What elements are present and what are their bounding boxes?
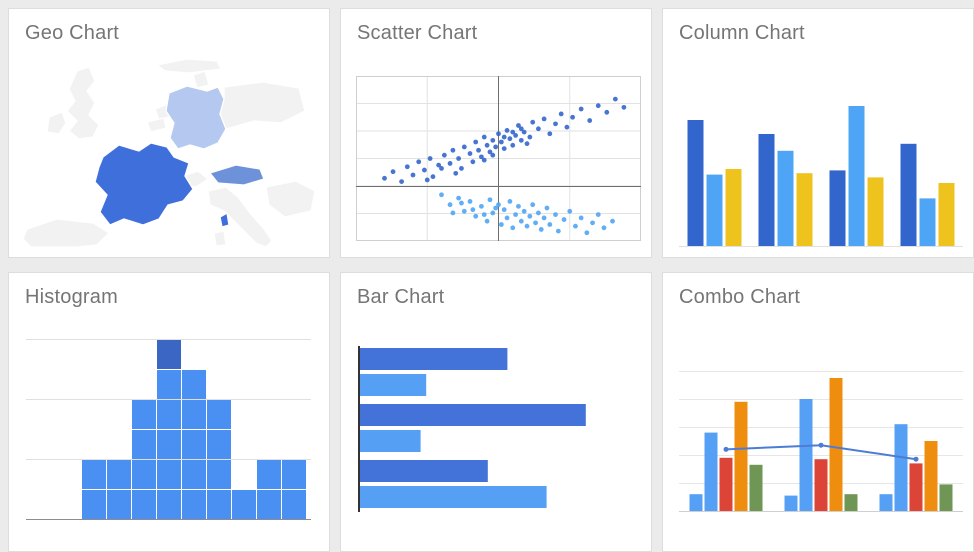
country-sardinia[interactable] <box>213 230 227 247</box>
country-corsica[interactable] <box>219 212 230 228</box>
card-geo-chart[interactable]: Geo Chart <box>8 8 330 258</box>
histogram-chart[interactable] <box>26 319 311 524</box>
card-title-scatter: Scatter Chart <box>357 22 478 44</box>
column-chart[interactable] <box>679 100 963 250</box>
country-austria[interactable] <box>209 164 265 186</box>
country-belgium[interactable] <box>146 117 167 133</box>
card-histogram-chart[interactable]: Histogram <box>8 272 330 552</box>
country-italy[interactable] <box>207 186 273 247</box>
scatter-chart[interactable] <box>356 76 641 241</box>
combo-chart[interactable] <box>679 351 963 515</box>
country-balkans[interactable] <box>265 180 316 218</box>
country-france[interactable] <box>94 142 194 226</box>
country-ireland[interactable] <box>46 111 67 135</box>
country-uk[interactable] <box>66 66 100 140</box>
card-scatter-chart[interactable]: Scatter Chart <box>340 8 652 258</box>
card-title-histogram: Histogram <box>25 286 118 308</box>
card-title-column: Column Chart <box>679 22 805 44</box>
country-germany[interactable] <box>165 85 227 150</box>
country-denmark[interactable] <box>192 70 210 89</box>
country-norway[interactable] <box>156 59 222 74</box>
card-combo-chart[interactable]: Combo Chart <box>662 272 974 552</box>
card-title-geo: Geo Chart <box>25 22 120 44</box>
bar-chart[interactable] <box>357 346 642 514</box>
card-bar-chart[interactable]: Bar Chart <box>340 272 652 552</box>
country-poland[interactable] <box>219 81 306 130</box>
card-title-bar: Bar Chart <box>357 286 445 308</box>
card-title-combo: Combo Chart <box>679 286 801 308</box>
geo-chart[interactable] <box>17 59 321 247</box>
card-column-chart[interactable]: Column Chart <box>662 8 974 258</box>
country-spain[interactable] <box>22 218 110 247</box>
